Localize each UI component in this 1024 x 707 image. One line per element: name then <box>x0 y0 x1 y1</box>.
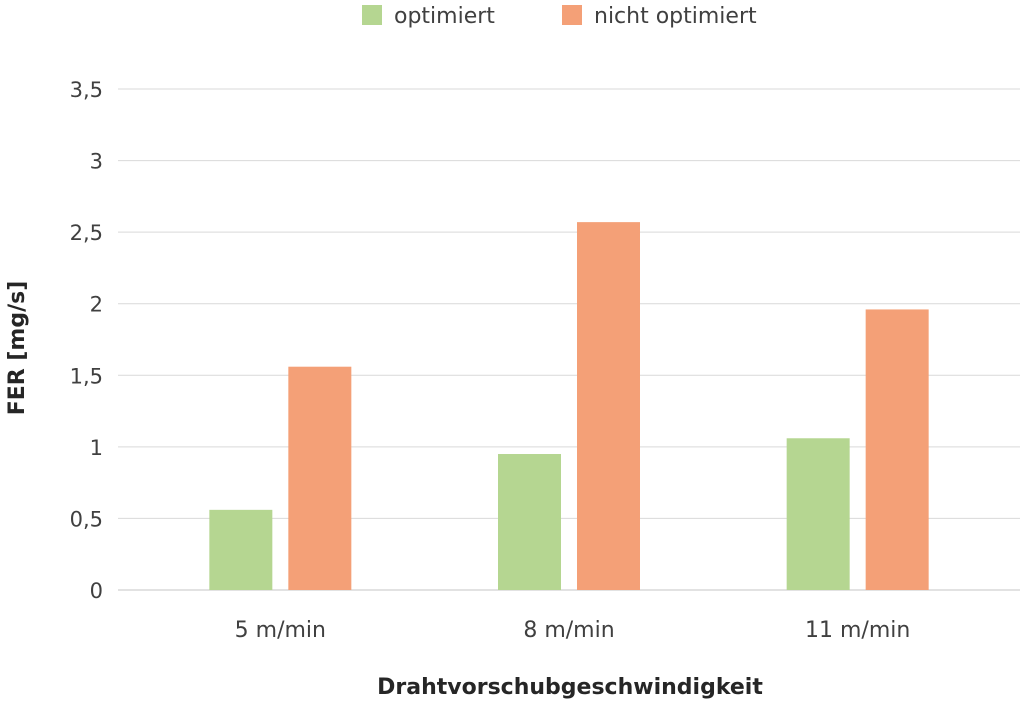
legend: optimiert nicht optimiert <box>362 4 757 29</box>
bar-optimiert-3 <box>786 438 850 590</box>
x-tick-label: 5 m/min <box>235 618 326 643</box>
bar-nicht-optimiert-1 <box>288 366 352 590</box>
bars <box>209 222 929 590</box>
bar-nicht-optimiert-3 <box>865 309 929 590</box>
y-tick-label: 0 <box>90 579 103 603</box>
y-tick-label: 1,5 <box>70 364 103 388</box>
y-tick-label: 2,5 <box>70 221 103 245</box>
y-tick-label: 0,5 <box>70 507 103 531</box>
y-tick-label: 2 <box>90 293 103 317</box>
legend-swatch-nicht-optimiert <box>562 5 582 25</box>
y-tick-label: 1 <box>90 436 103 460</box>
y-axis-title: FER [mg/s] <box>5 281 30 416</box>
x-axis-category-labels: 5 m/min 8 m/min 11 m/min <box>235 618 911 643</box>
x-tick-label: 11 m/min <box>805 618 910 643</box>
legend-swatch-optimiert <box>362 5 382 25</box>
legend-label-optimiert: optimiert <box>394 4 495 29</box>
y-axis-tick-labels: 0 0,5 1 1,5 2 2,5 3 3,5 <box>70 78 103 603</box>
bar-optimiert-2 <box>498 454 561 590</box>
x-axis-title: Drahtvorschubgeschwindigkeit <box>377 675 763 700</box>
y-tick-label: 3 <box>90 150 103 174</box>
x-tick-label: 8 m/min <box>523 618 614 643</box>
y-tick-label: 3,5 <box>70 78 103 102</box>
bar-nicht-optimiert-2 <box>577 222 640 590</box>
legend-label-nicht-optimiert: nicht optimiert <box>594 4 757 29</box>
bar-optimiert-1 <box>209 509 273 590</box>
